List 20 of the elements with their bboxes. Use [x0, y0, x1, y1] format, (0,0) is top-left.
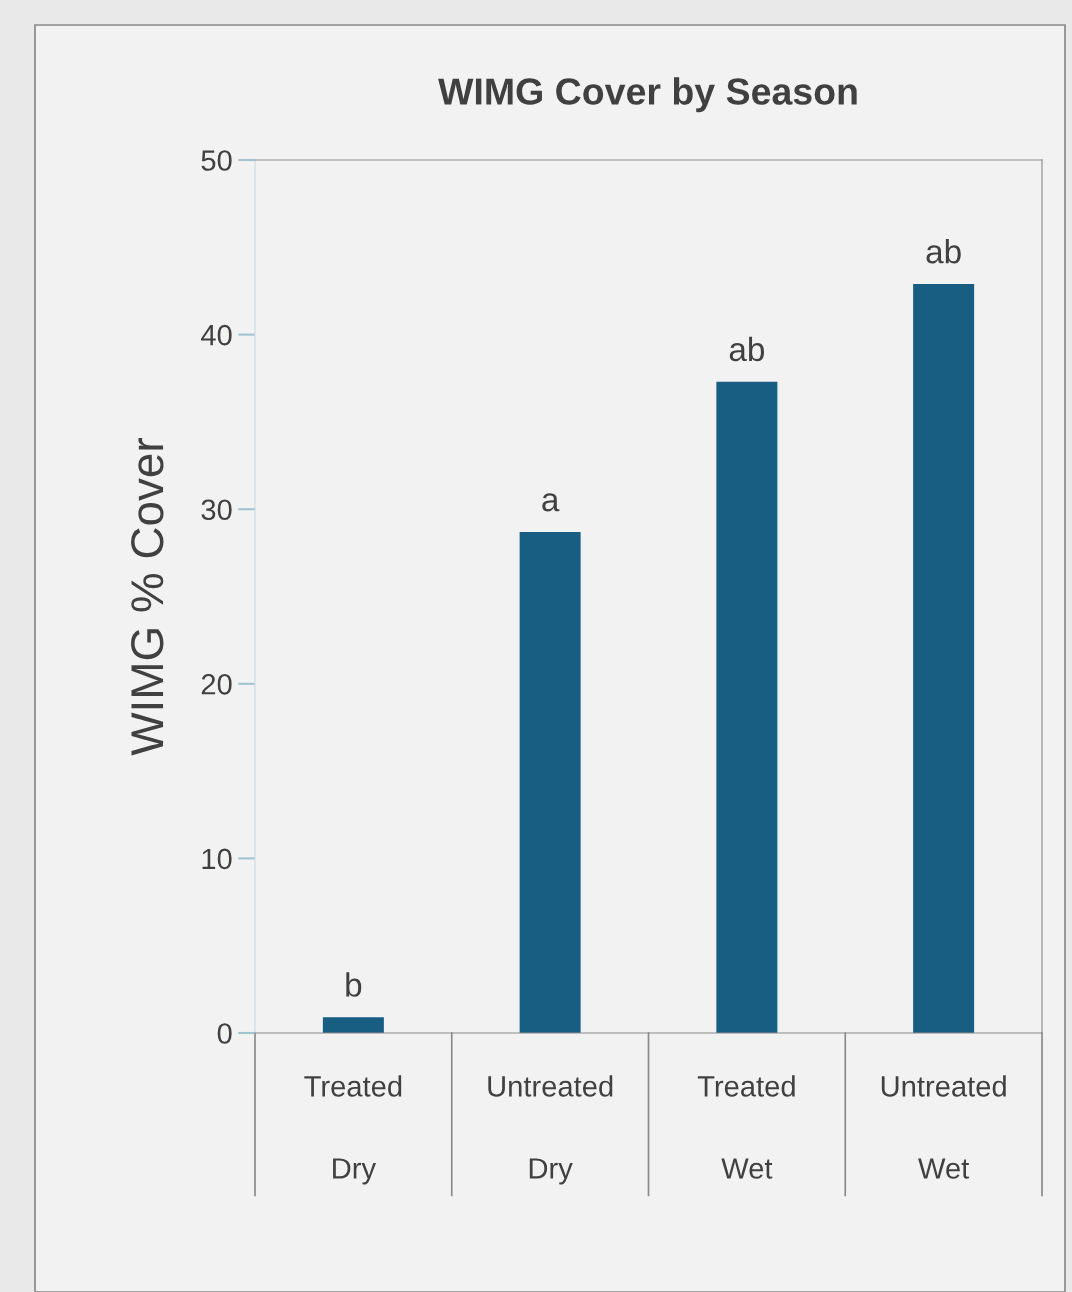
- category-label: Treated Dry: [304, 1075, 402, 1185]
- y-tick-label: 0: [217, 1023, 232, 1044]
- y-tick-label: 30: [201, 499, 232, 521]
- annotation: b: [346, 972, 362, 997]
- bar: [322, 1017, 384, 1033]
- annotation: ab: [729, 336, 765, 362]
- y-tick-label: 20: [201, 674, 232, 695]
- annotation: ab: [926, 239, 961, 264]
- chart-title: WIMG Cover by Season: [438, 77, 857, 113]
- y-tick-label: 10: [202, 848, 232, 870]
- y-axis-title: WIMG % Cover: [131, 438, 164, 756]
- y-tick-label: 50: [201, 150, 232, 171]
- bar: [716, 381, 778, 1033]
- bar: [913, 283, 975, 1033]
- annotation: a: [542, 493, 560, 512]
- category-label: Treated Wet: [697, 1075, 795, 1179]
- bar: [519, 531, 581, 1033]
- y-tick-label: 40: [201, 324, 232, 346]
- category-label: Untreated Dry: [488, 1075, 613, 1185]
- category-label: Untreated Wet: [881, 1075, 1006, 1179]
